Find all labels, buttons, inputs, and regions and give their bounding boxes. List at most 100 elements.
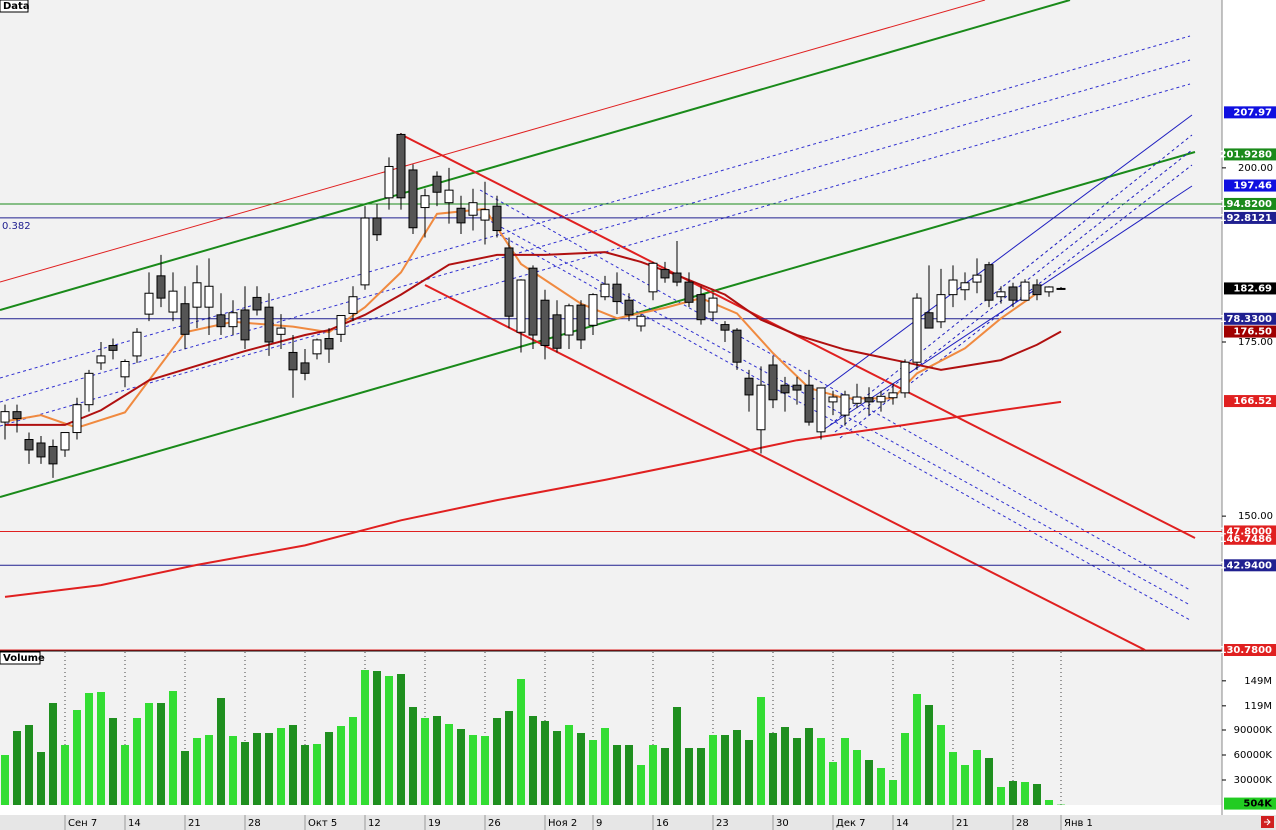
level-tag-label: 192.8121	[1219, 213, 1272, 224]
level-tag-label: 130.7800	[1219, 645, 1272, 656]
volume-bar	[1009, 781, 1017, 805]
candle-body	[588, 294, 598, 326]
volume-bar	[697, 748, 705, 805]
volume-bar	[997, 787, 1005, 805]
level-tag-box	[1224, 312, 1276, 325]
candle-body	[612, 283, 622, 303]
x-tick-label: 28	[248, 818, 261, 829]
volume-bar	[181, 751, 189, 805]
price-tag-box	[1224, 395, 1276, 408]
volume-bar	[169, 691, 177, 805]
candle-body	[540, 299, 550, 346]
volume-bar	[337, 726, 345, 805]
candle-body	[216, 314, 226, 328]
volume-bar	[145, 703, 153, 805]
candle-body	[924, 312, 934, 329]
candle-body	[684, 281, 694, 303]
corner-icon	[1264, 818, 1271, 826]
volume-bar	[409, 707, 417, 805]
volume-tag-label: 504K	[1243, 799, 1273, 810]
candle-body	[648, 262, 658, 293]
candle-body	[912, 297, 922, 363]
level-tag-box	[1224, 644, 1276, 656]
volume-bar	[625, 745, 633, 805]
volume-bar	[361, 670, 369, 805]
candle-body	[456, 207, 466, 224]
x-tick-label: Сен 7	[68, 818, 97, 829]
volume-bar	[565, 725, 573, 805]
volume-bar	[49, 703, 57, 805]
volume-bar	[637, 765, 645, 805]
candle-body	[1020, 281, 1030, 301]
volume-bar	[421, 718, 429, 805]
volume-bar	[121, 745, 129, 805]
volume-bar	[973, 750, 981, 805]
volume-bar	[229, 736, 237, 805]
x-tick-label: 9	[596, 818, 602, 829]
x-tick-label: 21	[188, 818, 201, 829]
candle-body	[360, 217, 370, 286]
trend-line	[0, 59, 1191, 403]
price-tag-label: 166.52	[1233, 396, 1272, 407]
volume-bar	[541, 721, 549, 805]
volume-bar	[457, 729, 465, 805]
candle-body	[972, 274, 982, 283]
candle-body	[60, 432, 70, 451]
volume-bar	[709, 735, 717, 805]
candle-body	[504, 247, 514, 317]
volume-bar	[673, 707, 681, 805]
candle-body	[108, 344, 118, 351]
volume-bar	[265, 733, 273, 805]
x-tick-label: 16	[656, 818, 669, 829]
volume-bar	[469, 735, 477, 805]
volume-bar	[829, 762, 837, 805]
volume-bar	[577, 733, 585, 805]
candle-body	[876, 395, 886, 403]
candle-body	[432, 175, 442, 193]
volume-bar	[805, 728, 813, 805]
candle-body	[984, 264, 994, 301]
trend-line	[0, 0, 986, 283]
candle-body	[300, 362, 310, 374]
candle-body	[720, 324, 730, 331]
x-tick-label: 19	[428, 818, 441, 829]
candle-body	[792, 384, 802, 391]
volume-bar	[481, 736, 489, 805]
volume-bar	[325, 732, 333, 805]
volume-bar	[529, 716, 537, 805]
volume-bar	[937, 725, 945, 805]
volume-bar	[913, 694, 921, 805]
price-tag-box	[1224, 532, 1276, 545]
price-tag-box	[1224, 179, 1276, 192]
candle-body	[660, 269, 670, 279]
candle-body	[84, 372, 94, 406]
volume-bar	[61, 745, 69, 805]
candle-body	[600, 283, 610, 298]
x-tick-label: Ноя 2	[548, 818, 577, 829]
volume-bar	[601, 728, 609, 805]
candle-body	[240, 309, 250, 341]
volume-bar	[349, 717, 357, 805]
candle-body	[24, 439, 34, 451]
price-tag-box	[1224, 282, 1276, 295]
price-tag-label: 182.69	[1233, 283, 1272, 294]
candle-body	[336, 315, 346, 335]
x-tick-label: 26	[488, 818, 501, 829]
x-tick-label: 14	[896, 818, 909, 829]
volume-tag-box	[1224, 797, 1276, 810]
volume-title-box	[0, 651, 41, 665]
volume-title: Volume	[3, 653, 45, 664]
level-tag-box	[1224, 211, 1276, 224]
volume-bar	[769, 733, 777, 805]
trend-line	[829, 134, 1193, 426]
volume-bar	[781, 727, 789, 805]
candle-body	[840, 394, 850, 416]
candle-body	[636, 315, 646, 327]
volume-bar	[241, 742, 249, 805]
x-tick-label: Дек 7	[836, 818, 866, 829]
candle-body	[372, 217, 382, 236]
chart-title: Data	[3, 1, 30, 12]
candle-body	[288, 351, 298, 371]
volume-bar	[313, 744, 321, 805]
x-axis-bar	[0, 815, 1276, 830]
